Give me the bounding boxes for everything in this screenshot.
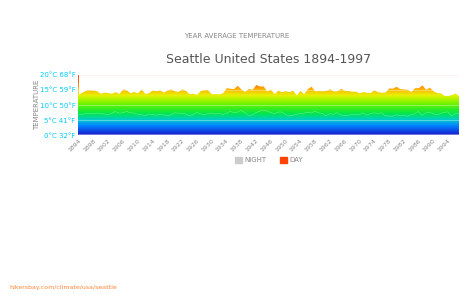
Title: Seattle United States 1894-1997: Seattle United States 1894-1997 xyxy=(166,54,371,67)
Text: YEAR AVERAGE TEMPERATURE: YEAR AVERAGE TEMPERATURE xyxy=(184,33,290,38)
Y-axis label: TEMPERATURE: TEMPERATURE xyxy=(34,80,40,130)
Legend: NIGHT, DAY: NIGHT, DAY xyxy=(233,155,305,165)
Text: hikersbay.com/climate/usa/seattle: hikersbay.com/climate/usa/seattle xyxy=(9,285,117,290)
